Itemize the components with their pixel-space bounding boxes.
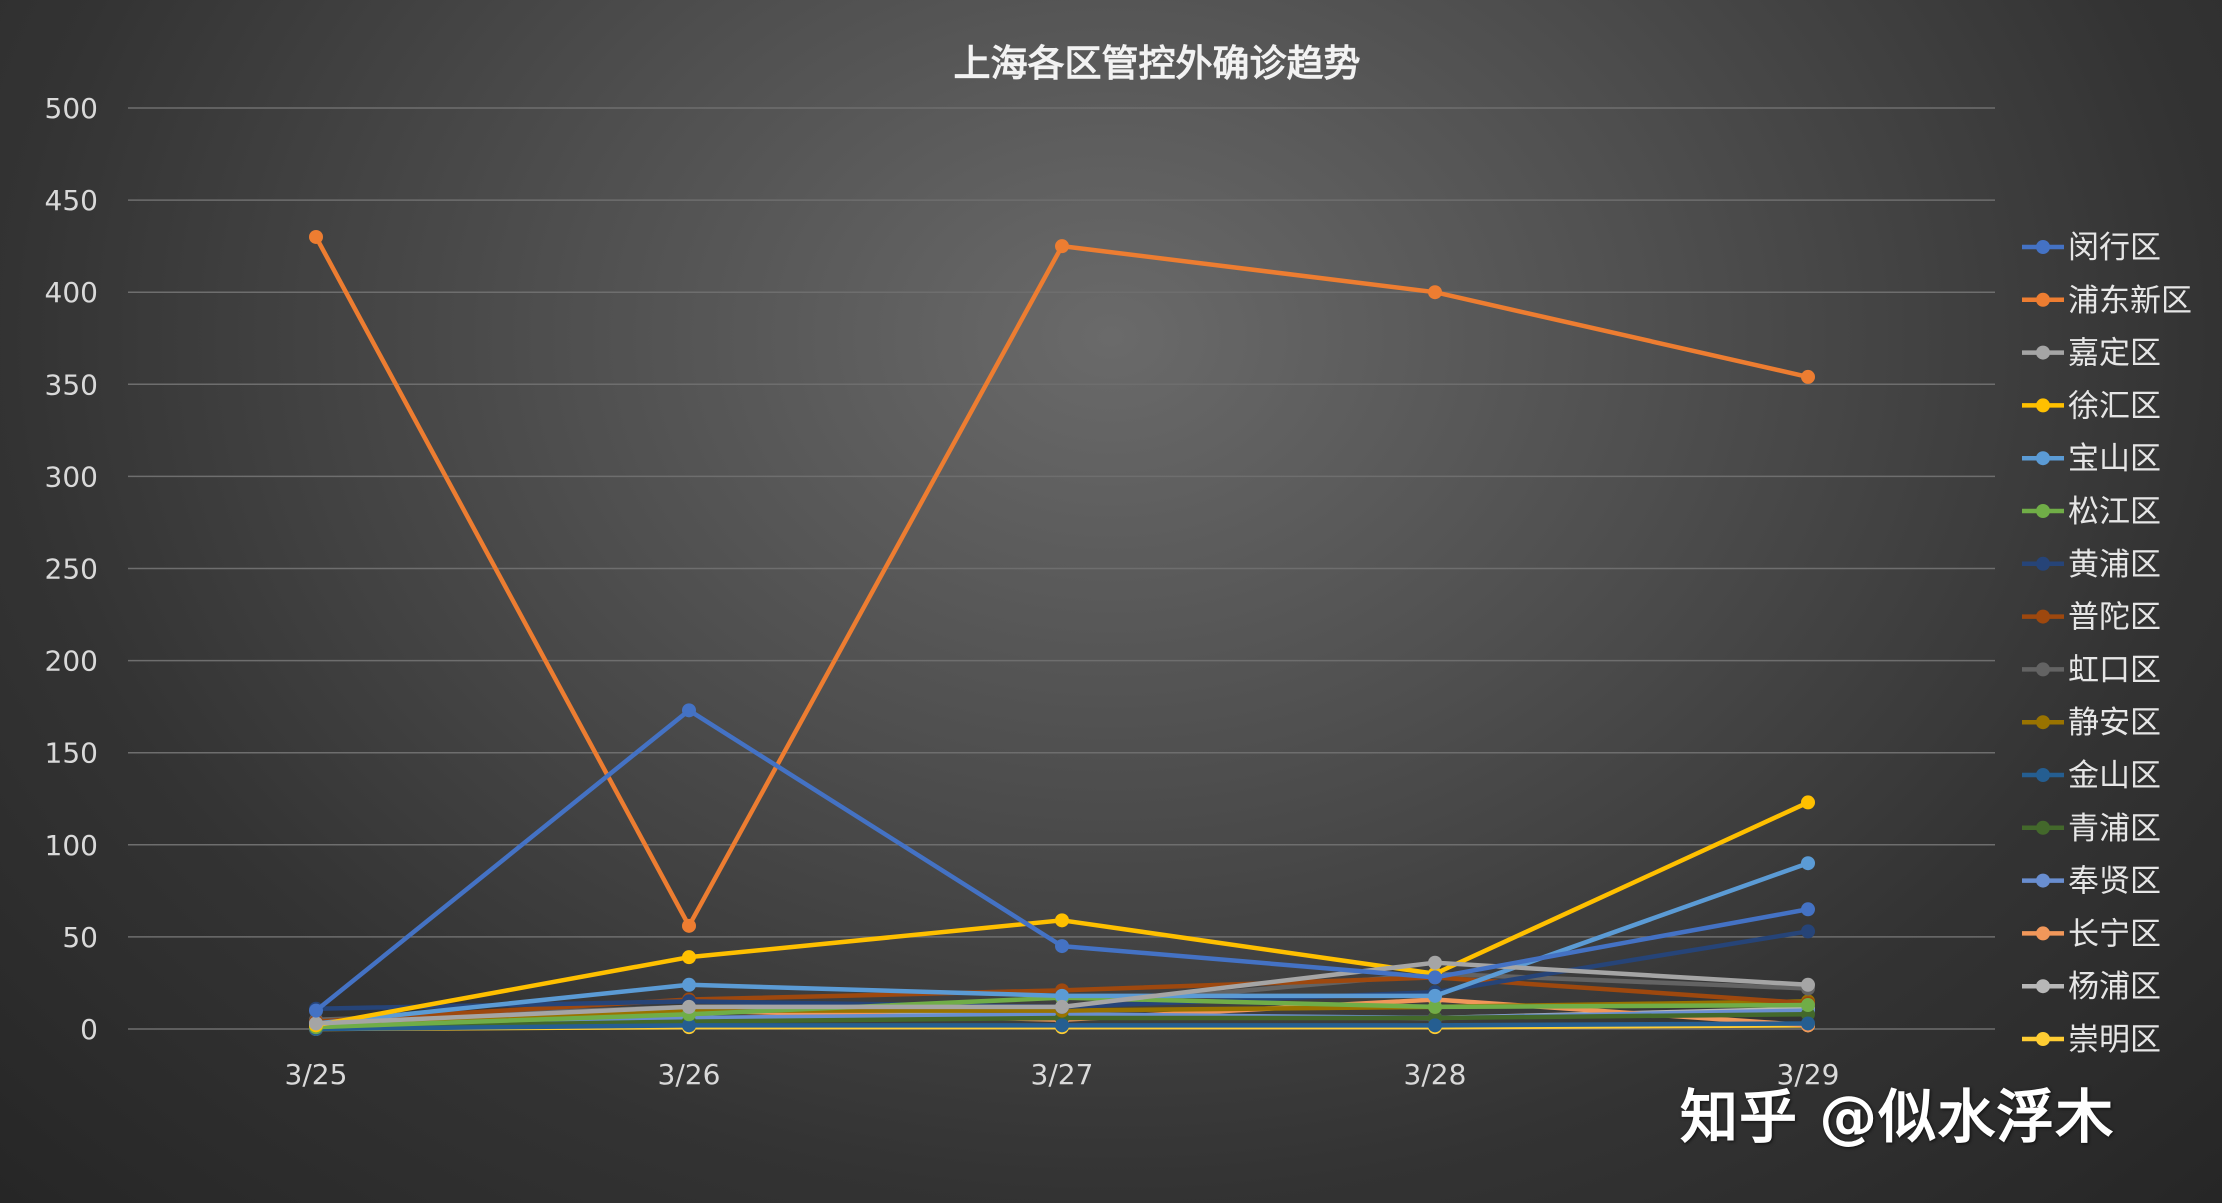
data-point [1055,1018,1069,1033]
legend-swatch-marker [2036,240,2050,254]
data-point [682,950,696,965]
legend-swatch-marker [2036,345,2050,360]
legend-swatch-marker [2036,451,2050,466]
data-point [1055,999,1069,1014]
legend-entry: 崇明区 [2068,1022,2161,1058]
legend-entry: 嘉定区 [2068,336,2161,372]
data-point [1801,369,1815,384]
legend-entry: 静安区 [2068,705,2161,741]
y-tick-label: 500 [45,92,98,125]
legend-entry: 青浦区 [2068,811,2161,847]
x-tick-label: 3/28 [1404,1058,1467,1091]
data-point [1801,856,1815,871]
legend-swatch-marker [2036,398,2050,413]
legend-entry: 黄浦区 [2068,547,2161,583]
data-point [1428,999,1442,1014]
data-point [1055,239,1069,254]
data-point [309,1016,323,1031]
legend-entry: 虹口区 [2068,652,2161,688]
data-point [1801,795,1815,810]
chart-title: 上海各区管控外确诊趋势 [954,42,1361,85]
legend-swatch-marker [2036,768,2050,782]
legend-entry: 徐汇区 [2068,388,2161,424]
data-point [1428,988,1442,1003]
y-tick-label: 200 [45,645,98,678]
data-point [1055,939,1069,954]
data-point [1055,988,1069,1003]
data-point [682,999,696,1014]
data-point [682,1018,696,1033]
y-tick-label: 400 [45,276,98,309]
legend-swatch-marker [2036,1032,2050,1046]
legend-entry: 长宁区 [2068,916,2161,952]
data-point [1428,970,1442,985]
legend-entry: 金山区 [2068,758,2161,794]
legend-entry: 宝山区 [2068,441,2161,477]
data-point [1801,977,1815,992]
series-line [313,708,1811,1013]
legend-swatch-marker [2036,715,2050,730]
data-point [682,977,696,992]
y-tick-label: 450 [45,184,98,217]
x-tick-label: 3/26 [658,1058,721,1091]
x-tick-label: 3/25 [285,1058,348,1091]
legend-entry: 闵行区 [2068,230,2161,266]
legend-entry: 普陀区 [2068,600,2161,636]
series-line [313,234,1811,929]
y-tick-label: 250 [45,553,98,586]
data-point [1801,1016,1815,1031]
data-point [1428,955,1442,970]
data-point [1055,913,1069,928]
legend-swatch-marker [2036,820,2050,835]
x-tick-label: 3/29 [1777,1058,1840,1091]
legend-swatch-marker [2036,292,2050,307]
data-point [682,703,696,718]
data-point [309,229,323,244]
legend-swatch-marker [2036,609,2050,624]
legend-swatch-marker [2036,873,2050,888]
data-point [1428,1018,1442,1033]
legend-entry: 杨浦区 [2068,969,2161,1005]
y-tick-label: 50 [62,921,98,954]
legend-entry: 浦东新区 [2068,283,2192,319]
legend-entry: 奉贤区 [2068,864,2161,900]
data-point [682,918,696,933]
data-point [1428,285,1442,300]
watermark: 知乎 @似水浮木 [1680,1083,2115,1151]
y-tick-label: 350 [45,368,98,401]
legend-swatch-marker [2036,504,2050,518]
legend-entry: 松江区 [2068,494,2161,530]
legend-swatch-marker [2036,926,2050,941]
y-tick-label: 150 [45,737,98,770]
legend-swatch-marker [2036,979,2050,994]
legend-swatch-marker [2036,662,2050,677]
y-tick-label: 0 [80,1013,98,1046]
data-point [1801,998,1815,1013]
legend-swatch-marker [2036,556,2050,571]
x-tick-label: 3/27 [1031,1058,1094,1091]
data-point [1801,902,1815,917]
y-tick-label: 100 [45,829,98,862]
data-point [309,1003,323,1018]
data-point [1801,924,1815,939]
y-tick-label: 300 [45,460,98,493]
